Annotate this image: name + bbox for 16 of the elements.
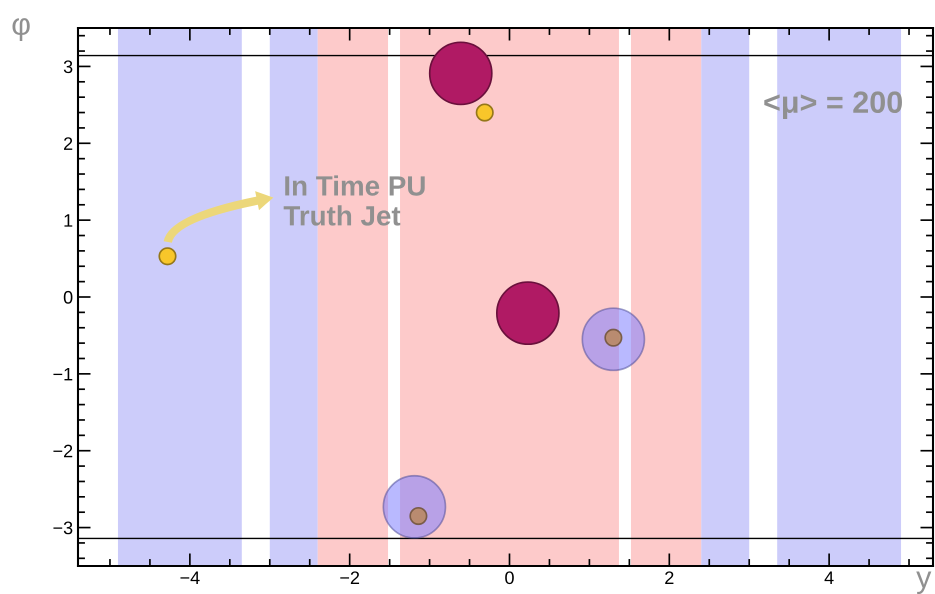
annotation: <μ> = 200	[764, 91, 902, 119]
y-tick-label: −1	[53, 368, 72, 380]
x-tick-label: 2	[665, 571, 674, 584]
y-tick-label: 2	[64, 137, 72, 150]
y-tick-label: 0	[64, 290, 72, 304]
x-tick-label: 0	[505, 571, 514, 584]
x-tick-label: −4	[180, 572, 200, 584]
y-tick-label: −2	[53, 444, 72, 458]
y-axis-title: φ	[12, 18, 30, 41]
x-tick-label: 4	[824, 572, 834, 584]
annotation: In Time PU Truth Jet	[284, 175, 425, 226]
y-tick-label: −3	[53, 522, 72, 534]
y-tick-label: 3	[64, 60, 72, 74]
y-tick-label: 1	[64, 214, 72, 227]
x-axis-title: y	[916, 572, 932, 594]
x-tick-label: −2	[340, 571, 360, 584]
